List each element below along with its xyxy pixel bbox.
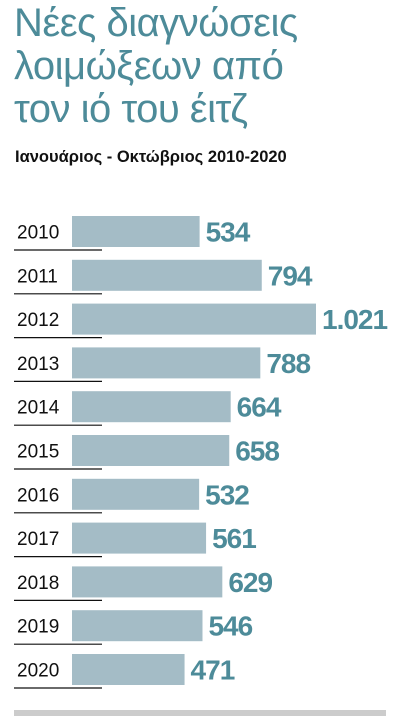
bar-2017 [72,522,207,554]
value-label-2018: 629 [228,567,272,598]
bottom-rule [14,710,386,716]
bar-2011 [72,259,262,291]
year-label-2016: 2016 [17,485,59,506]
chart-title: Νέες διαγνώσεις λοιμώξεων από τον ιό του… [14,2,394,131]
value-label-2014: 664 [237,392,282,423]
year-label-2015: 2015 [17,442,59,463]
bar-2012 [72,303,316,335]
year-label-2018: 2018 [17,573,59,594]
chart-title-line-2: λοιμώξεων από [14,44,284,88]
bar-2019 [72,610,203,642]
year-label-2017: 2017 [17,529,59,550]
chart-subtitle: Ιανουάριος - Οκτώβριος 2010-2020 [15,148,287,166]
chart-title-line-3: τον ιό του έιτζ [14,87,248,131]
bar-2010 [72,216,200,247]
year-label-2013: 2013 [17,354,59,375]
year-label-2019: 2019 [17,617,59,638]
year-label-2012: 2012 [17,310,59,331]
value-label-2019: 546 [208,611,252,642]
value-label-2011: 794 [268,260,313,291]
bar-2016 [72,478,200,510]
value-label-2013: 788 [266,348,310,379]
value-label-2012: 1.021 [322,304,387,335]
chart-title-line-1: Νέες διαγνώσεις [14,1,298,45]
bar-chart: 2010 534 2011 794 2012 1.021 2013 788 2014 664 201… [14,216,388,689]
bar-2015 [72,435,230,466]
bar-2020 [72,654,185,685]
bar-2014 [72,391,231,423]
year-label-2011: 2011 [17,266,58,287]
bar-2018 [72,566,223,598]
value-label-2017: 561 [212,523,256,554]
year-label-2020: 2020 [17,661,59,682]
year-label-2010: 2010 [17,223,59,244]
value-label-2020: 471 [191,655,235,686]
value-label-2015: 658 [235,436,279,467]
value-label-2010: 534 [206,217,251,248]
value-label-2016: 532 [205,479,249,510]
year-label-2014: 2014 [17,398,60,419]
bar-2013 [72,347,261,379]
